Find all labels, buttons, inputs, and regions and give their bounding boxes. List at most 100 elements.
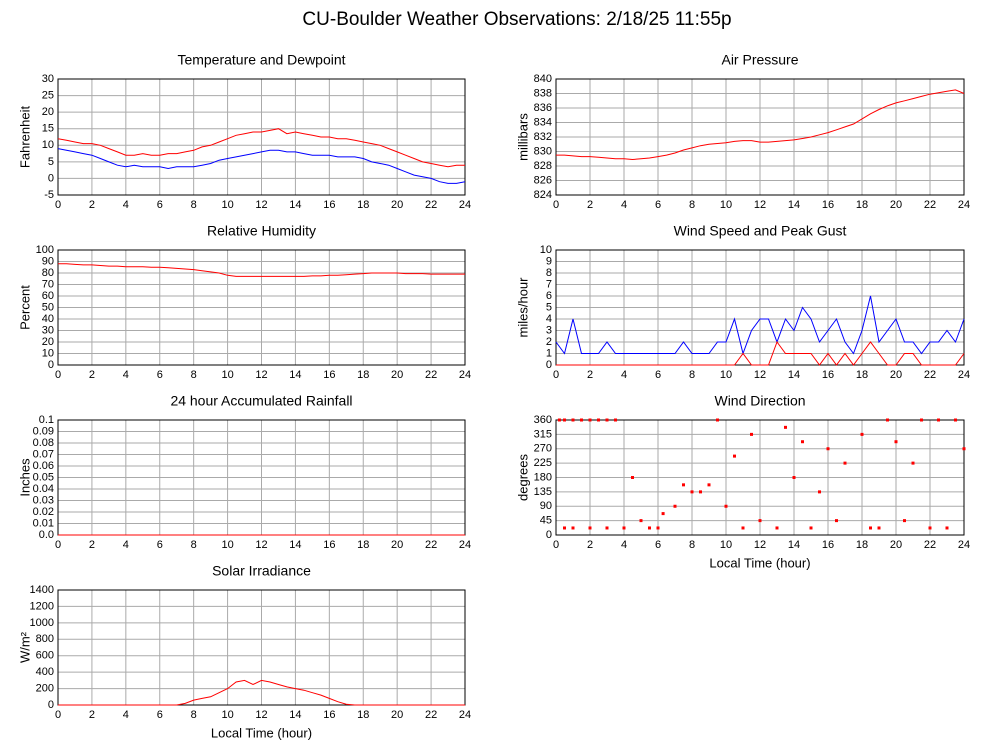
y-tick-label: 0.04 xyxy=(33,483,54,495)
chart-title: Wind Speed and Peak Gust xyxy=(674,223,847,239)
x-tick-label: 14 xyxy=(788,369,800,381)
x-tick-label: 14 xyxy=(788,539,800,551)
data-point xyxy=(622,526,626,530)
data-point xyxy=(707,483,711,487)
y-tick-label: 20 xyxy=(42,336,54,348)
y-tick-label: 7 xyxy=(546,278,552,290)
y-tick-label: 0.09 xyxy=(33,425,54,437)
data-point xyxy=(563,526,566,530)
x-tick-label: 12 xyxy=(255,369,267,381)
x-tick-label: 20 xyxy=(391,539,403,551)
y-tick-label: 1000 xyxy=(30,617,54,629)
x-tick-label: 22 xyxy=(425,539,437,551)
y-tick-label: 20 xyxy=(42,106,54,118)
y-tick-label: 30 xyxy=(42,324,54,336)
x-tick-label: 0 xyxy=(55,369,61,381)
y-tick-label: 60 xyxy=(42,290,54,302)
y-tick-label: 8 xyxy=(546,267,552,279)
y-tick-label: 0.08 xyxy=(33,437,54,449)
y-tick-label: 9 xyxy=(546,255,552,267)
x-tick-label: 14 xyxy=(289,369,301,381)
y-tick-label: 6 xyxy=(546,290,552,302)
y-tick-label: 830 xyxy=(534,145,552,157)
y-axis-label: Percent xyxy=(17,285,32,330)
y-axis-label: Fahrenheit xyxy=(17,106,32,169)
chart-title: 24 hour Accumulated Rainfall xyxy=(170,393,352,409)
y-tick-label: 800 xyxy=(36,633,54,645)
data-point xyxy=(571,526,575,530)
y-tick-label: 0.06 xyxy=(33,460,54,472)
x-tick-label: 0 xyxy=(553,539,559,551)
y-tick-label: 5 xyxy=(546,301,552,313)
data-point xyxy=(605,418,609,422)
data-point xyxy=(928,526,932,530)
y-tick-label: 0.01 xyxy=(33,517,54,529)
y-axis-label: millibars xyxy=(515,113,530,161)
plot-frame xyxy=(555,419,965,536)
x-tick-label: 10 xyxy=(221,369,233,381)
y-tick-label: 270 xyxy=(534,443,552,455)
chart-title: Solar Irradiance xyxy=(212,563,311,579)
y-tick-label: 15 xyxy=(42,123,54,135)
plot-frame xyxy=(555,78,965,196)
data-point xyxy=(639,519,643,523)
data-point xyxy=(758,519,762,523)
x-tick-label: 24 xyxy=(459,709,471,721)
x-tick-label: 10 xyxy=(221,199,233,211)
y-tick-label: -5 xyxy=(44,189,54,201)
data-point xyxy=(945,526,949,530)
x-tick-label: 2 xyxy=(587,539,593,551)
plot-frame xyxy=(57,249,466,366)
data-line xyxy=(58,263,465,277)
y-tick-label: 832 xyxy=(534,131,552,143)
y-tick-label: 5 xyxy=(48,156,54,168)
x-tick-label: 12 xyxy=(754,199,766,211)
data-point xyxy=(648,526,651,530)
x-tick-label: 4 xyxy=(621,539,627,551)
x-tick-label: 4 xyxy=(123,369,129,381)
y-tick-label: 0.02 xyxy=(33,506,54,518)
y-tick-label: 824 xyxy=(534,189,552,201)
y-tick-label: 0 xyxy=(546,529,552,541)
y-tick-label: 0.0 xyxy=(39,529,54,541)
y-tick-label: 2 xyxy=(546,336,552,348)
data-point xyxy=(588,526,592,530)
y-axis-label: Inches xyxy=(17,458,32,497)
x-tick-label: 6 xyxy=(157,199,163,211)
x-tick-label: 18 xyxy=(856,199,868,211)
x-tick-label: 8 xyxy=(689,539,695,551)
x-tick-label: 22 xyxy=(425,709,437,721)
x-tick-label: 24 xyxy=(958,199,970,211)
x-tick-label: 18 xyxy=(357,709,369,721)
x-tick-label: 2 xyxy=(89,539,95,551)
x-axis-label: Local Time (hour) xyxy=(709,555,810,570)
x-tick-label: 8 xyxy=(689,369,695,381)
x-tick-label: 16 xyxy=(822,369,834,381)
y-tick-label: 225 xyxy=(534,457,552,469)
y-tick-label: 200 xyxy=(36,682,54,694)
data-point xyxy=(843,461,847,465)
x-tick-label: 4 xyxy=(621,369,627,381)
x-tick-label: 10 xyxy=(720,369,732,381)
y-tick-label: 0.1 xyxy=(39,414,54,426)
x-tick-label: 6 xyxy=(157,539,163,551)
chart-title: Wind Direction xyxy=(714,393,805,409)
data-point xyxy=(784,425,787,429)
data-point xyxy=(809,526,813,530)
data-point xyxy=(801,440,804,444)
data-point xyxy=(869,526,872,530)
x-tick-label: 16 xyxy=(323,369,335,381)
x-tick-label: 14 xyxy=(788,199,800,211)
data-point xyxy=(903,519,906,523)
y-tick-label: 10 xyxy=(42,347,54,359)
x-tick-label: 10 xyxy=(221,539,233,551)
x-tick-label: 0 xyxy=(55,709,61,721)
x-tick-label: 4 xyxy=(123,539,129,551)
y-tick-label: 840 xyxy=(534,73,552,85)
y-tick-label: 80 xyxy=(42,267,54,279)
y-tick-label: 400 xyxy=(36,666,54,678)
data-point xyxy=(682,483,685,487)
x-tick-label: 12 xyxy=(754,539,766,551)
x-tick-label: 18 xyxy=(357,539,369,551)
